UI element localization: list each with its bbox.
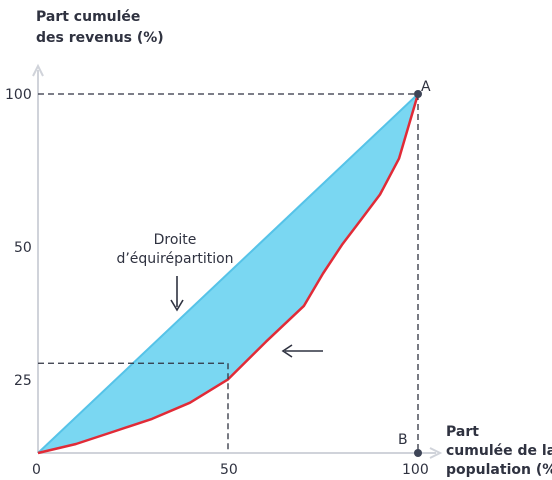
point-a xyxy=(414,90,422,98)
y-axis-label-line2: des revenus (%) xyxy=(36,30,164,46)
y-tick-25: 25 xyxy=(14,373,32,389)
x-tick-100: 100 xyxy=(402,462,429,478)
y-axis-arrow-icon xyxy=(32,63,44,77)
equality-label-line2: d’équirépartition xyxy=(116,251,234,267)
equality-label-line1: Droite xyxy=(153,232,197,248)
point-b xyxy=(414,449,422,457)
x-tick-50: 50 xyxy=(220,462,238,478)
curve-arrow-head-icon xyxy=(281,344,293,358)
point-b-label: B xyxy=(398,432,408,448)
lorenz-curve xyxy=(37,93,420,455)
x-axis-arrow-icon xyxy=(429,447,443,459)
x-axis-label-line2: cumulée de la xyxy=(446,443,552,459)
x-tick-0: 0 xyxy=(32,462,41,478)
equality-line xyxy=(37,93,419,454)
y-tick-100: 100 xyxy=(5,87,32,103)
point-a-label: A xyxy=(421,79,431,95)
x-axis-label-line1: Part xyxy=(446,424,479,440)
y-axis-label-line1: Part cumulée xyxy=(36,9,141,25)
equality-arrow-head-icon xyxy=(170,299,184,312)
x-axis-label-line3: population (%) xyxy=(446,462,552,478)
y-tick-50: 50 xyxy=(14,240,32,256)
